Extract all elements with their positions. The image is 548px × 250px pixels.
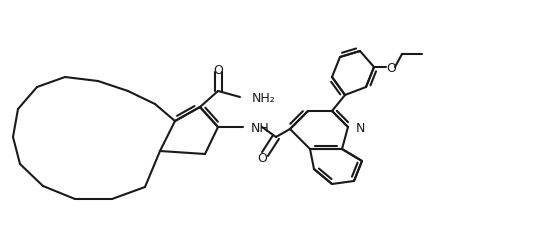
Text: NH₂: NH₂: [252, 91, 276, 104]
Text: N: N: [356, 121, 366, 134]
Text: O: O: [213, 63, 223, 76]
Text: O: O: [257, 152, 267, 165]
Text: O: O: [386, 61, 396, 74]
Text: NH: NH: [251, 121, 270, 134]
